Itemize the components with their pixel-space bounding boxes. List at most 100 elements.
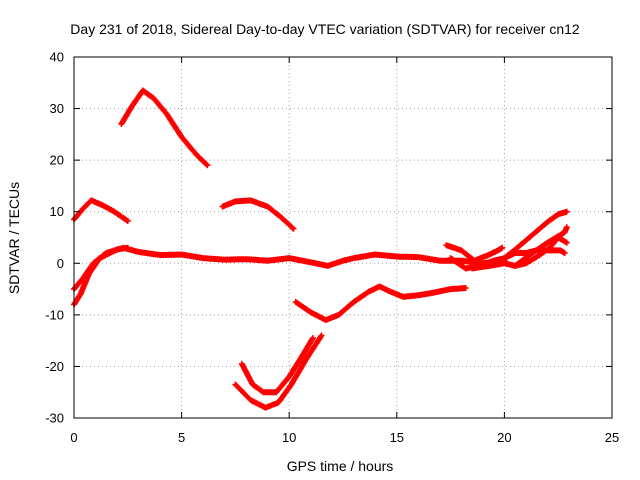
series-trace-4 [71,244,131,308]
data-point [395,255,398,258]
data-point [378,285,381,288]
data-point [367,290,370,293]
data-point [309,261,312,264]
data-point [531,251,534,255]
x-tick-label: 20 [497,430,511,445]
data-point [195,153,198,157]
data-point [206,164,209,167]
data-point [152,97,155,100]
data-point [275,391,278,394]
data-point [223,258,226,261]
data-point [449,287,452,291]
data-point [524,251,528,255]
data-point [290,383,293,386]
data-point [300,354,304,358]
data-point [559,249,562,252]
series-markers [219,197,297,232]
data-point [565,226,568,229]
data-point [417,294,420,297]
data-point [311,336,315,340]
data-point [79,293,82,296]
data-point [445,244,448,247]
data-point [563,251,566,255]
series-markers [71,197,131,224]
y-tick-label: 0 [57,256,64,271]
x-tick-label: 5 [178,430,185,445]
x-tick-label: 10 [282,430,296,445]
data-point [240,362,244,366]
data-point [548,246,551,249]
data-point [100,203,104,207]
data-point [81,207,84,211]
data-point [180,253,183,256]
data-point [324,318,327,322]
y-tick-label: -30 [45,411,64,426]
x-tick-label: 0 [70,430,77,445]
data-point [234,383,237,386]
data-point [221,205,224,208]
data-point [180,135,183,139]
data-point [126,219,129,223]
data-point [141,89,145,92]
data-point [115,248,119,251]
data-point [341,259,345,262]
data-point [464,267,467,270]
data-point [279,215,282,219]
data-point [165,112,168,115]
data-point [402,295,405,298]
y-tick-label: -10 [45,307,64,322]
data-point [563,231,566,234]
data-point [537,254,540,257]
data-point [98,256,102,260]
data-point [449,256,452,260]
series-trace-13 [512,234,570,269]
data-point [524,262,528,265]
data-point [531,233,534,237]
data-point [251,383,254,386]
data-point [137,250,140,254]
data-point [120,122,123,126]
data-point [309,311,312,314]
data-point [234,200,237,203]
data-point [294,300,297,304]
data-point [501,246,504,249]
y-tick-label: 40 [50,50,64,65]
data-point [292,227,295,230]
data-point [516,246,519,249]
data-point [470,267,474,270]
data-point [488,264,491,268]
data-point [503,262,506,265]
data-point [130,104,134,108]
series-trace-8 [292,283,469,323]
data-point [503,256,506,260]
data-layer [71,87,570,411]
ticks [73,56,613,419]
y-tick-label: 20 [50,153,64,168]
data-point [288,375,291,378]
data-point [557,213,560,216]
data-point [496,249,500,252]
data-point [473,259,476,262]
data-point [546,220,549,224]
data-point [486,254,489,257]
data-point [326,264,330,268]
data-point [264,406,267,409]
data-point [565,241,568,244]
data-point [337,313,340,317]
y-tick-label: 30 [50,101,64,116]
data-point [320,334,323,337]
data-point [262,391,265,394]
series-trace-6 [238,335,316,396]
data-point [158,253,162,257]
tick-labels: 0 5 10 15 20 25 -30 -20 -10 0 10 20 30 40 [45,50,619,446]
series-markers [292,283,469,323]
data-point [565,210,568,213]
data-point [81,277,84,280]
series-trace-9 [443,242,506,264]
series-trace-2 [118,87,211,169]
data-point [374,253,377,256]
data-point [389,290,392,293]
data-point [464,286,467,290]
data-point [126,246,129,249]
data-point [438,259,441,262]
